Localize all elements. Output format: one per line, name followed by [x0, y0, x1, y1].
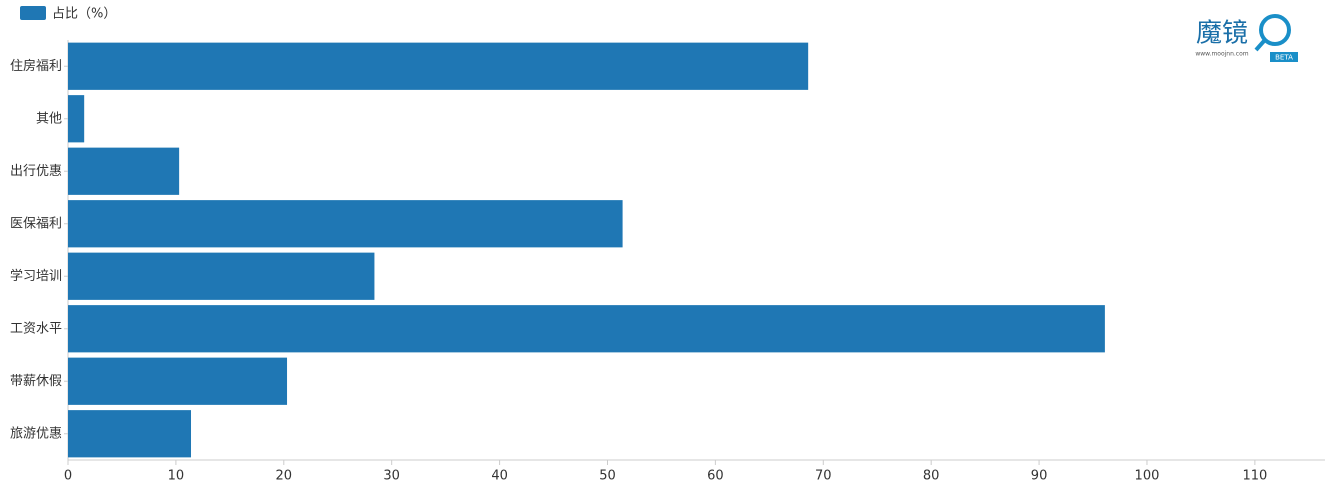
bar	[68, 252, 375, 300]
bar	[68, 410, 192, 458]
bar	[68, 147, 180, 195]
x-tick-label: 30	[383, 469, 400, 484]
logo: 魔镜 www.moojnn.com BETA	[1195, 14, 1298, 62]
x-tick-label: 60	[707, 469, 724, 484]
logo-url: www.moojnn.com	[1195, 51, 1248, 58]
logo-name: 魔镜	[1196, 19, 1248, 49]
x-tick-label: 110	[1242, 469, 1267, 484]
logo-icon	[1259, 14, 1291, 46]
x-tick-label: 0	[64, 469, 72, 484]
legend-swatch	[20, 6, 46, 20]
legend-label: 占比（%）	[52, 7, 116, 22]
bar	[68, 305, 1105, 353]
x-tick-label: 10	[168, 469, 185, 484]
x-tick-label: 80	[923, 469, 940, 484]
x-tick-label: 40	[491, 469, 508, 484]
logo-icon	[1254, 39, 1266, 52]
bar	[68, 200, 623, 248]
bar	[68, 42, 809, 90]
y-tick-label: 出行优惠	[10, 164, 62, 179]
y-tick-label: 工资水平	[10, 321, 62, 336]
logo-badge-text: BETA	[1275, 54, 1293, 62]
logo-badge	[1270, 52, 1298, 62]
y-tick-label: 住房福利	[10, 58, 62, 74]
x-tick-label: 100	[1135, 469, 1160, 484]
x-tick-label: 20	[276, 469, 293, 484]
x-tick-label: 50	[599, 469, 616, 484]
y-tick-label: 其他	[36, 111, 62, 126]
x-tick-label: 90	[1031, 469, 1048, 484]
bar	[68, 357, 288, 405]
bar	[68, 95, 85, 143]
y-tick-label: 带薪休假	[10, 374, 62, 389]
y-tick-label: 旅游优惠	[10, 426, 62, 441]
y-tick-label: 学习培训	[10, 268, 62, 284]
x-tick-label: 70	[815, 469, 832, 484]
y-tick-label: 医保福利	[10, 216, 62, 231]
